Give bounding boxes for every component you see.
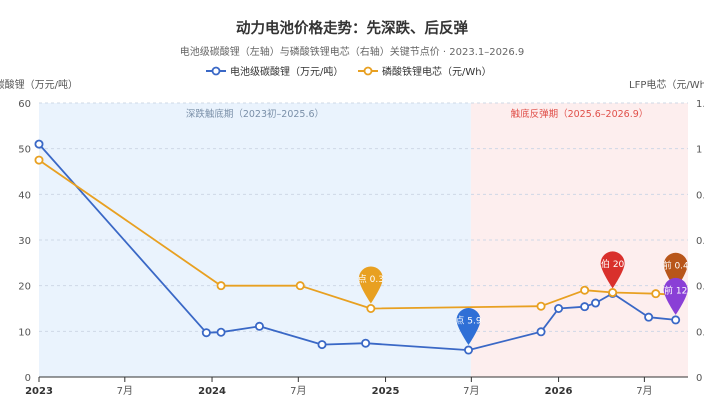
- y-right-tick-2: 0.4: [696, 282, 704, 293]
- series-1-point-6: [608, 288, 618, 298]
- legend-item-0[interactable]: 电池级碳酸锂（万元/吨）: [206, 65, 343, 78]
- series-1-point-2: [295, 281, 305, 291]
- y-right-tick-1: 0.2: [696, 327, 704, 338]
- series-0-point-8: [554, 303, 564, 313]
- y-left-tick-1: 10: [18, 327, 31, 338]
- y-left-tick-4: 40: [18, 190, 31, 201]
- marker-shape-4: [663, 277, 688, 315]
- chart-subtitle: 电池级碳酸锂（左轴）与磷酸铁锂电芯（右轴）关键节点价 · 2023.1–2026…: [180, 45, 525, 58]
- region-labels: 深跌触底期（2023初–2025.6） 触底反弹期（2025.6–2026.9）: [186, 108, 648, 120]
- series-0-point-7: [536, 327, 546, 337]
- y-left-tick-0: 0: [25, 373, 31, 384]
- marker-label-4: 前 12: [664, 284, 687, 296]
- series-0-point-4: [317, 340, 327, 350]
- x-tick-0: 2023: [25, 386, 53, 397]
- y-right-axis-title: LFP电芯（元/Wh）: [629, 78, 704, 91]
- region-label-0: 深跌触底期（2023初–2025.6）: [186, 108, 324, 120]
- marker-pin-2: 伯 20: [600, 251, 625, 289]
- legend-label-1: 磷酸铁锂电芯（元/Wh）: [382, 65, 492, 78]
- series-1-point-0: [34, 155, 44, 165]
- x-tick-7: 7月: [636, 385, 652, 397]
- legend-label-0: 电池级碳酸锂（万元/吨）: [230, 65, 343, 78]
- y-left-axis-title: 碳酸锂（万元/吨）: [0, 78, 78, 91]
- x-tick-6: 2026: [545, 386, 573, 397]
- y-right-tick-6: 1.2: [696, 99, 704, 110]
- marker-shape-2: [600, 251, 625, 289]
- series-0-point-13: [671, 315, 681, 325]
- y-left-tick-3: 30: [18, 236, 31, 247]
- y-left-tick-5: 50: [18, 145, 31, 156]
- annotation-markers: 点 0.3 点 5.9 伯 20 前 0.4 前 12: [358, 251, 689, 346]
- axes: 0 10 20 30 40 50 60 0 0.2 0.4 0.6 0.8 1 1.2 2023 7月 2024…: [18, 99, 704, 397]
- legend-dot-1: [363, 66, 373, 76]
- marker-pin-1: 点 5.9: [455, 308, 482, 346]
- region-label-1: 触底反弹期（2025.6–2026.9）: [511, 108, 649, 120]
- marker-pin-4: 前 12: [663, 277, 688, 315]
- marker-shape-1: [456, 308, 481, 346]
- series-1-point-3: [366, 303, 376, 313]
- y-right-tick-0: 0: [696, 373, 702, 384]
- series-0-point-1: [201, 328, 211, 338]
- x-tick-1: 7月: [117, 385, 133, 397]
- marker-pin-3: 前 0.4: [663, 252, 689, 290]
- series-0-point-12: [644, 312, 654, 322]
- series-0-point-5: [361, 338, 371, 348]
- series-0-point-9: [580, 302, 590, 312]
- series-0-point-10: [591, 298, 601, 308]
- x-tick-2: 2024: [198, 386, 226, 397]
- series-0-point-2: [216, 327, 226, 337]
- series-0-point-0: [34, 139, 44, 149]
- x-tick-5: 7月: [463, 385, 479, 397]
- marker-label-1: 点 5.9: [455, 316, 481, 327]
- grid-lines: [39, 102, 688, 332]
- y-left-tick-2: 20: [18, 282, 31, 293]
- y-right-tick-5: 1: [696, 145, 702, 156]
- series-0-point-3: [254, 321, 264, 331]
- x-tick-3: 7月: [290, 385, 306, 397]
- legend[interactable]: 电池级碳酸锂（万元/吨） 磷酸铁锂电芯（元/Wh）: [206, 65, 492, 78]
- series-0-point-6: [464, 345, 474, 355]
- series-1-point-7: [651, 289, 661, 299]
- marker-label-0: 点 0.3: [358, 274, 384, 285]
- y-right-tick-4: 0.8: [696, 190, 704, 201]
- marker-shape-3: [663, 252, 688, 290]
- marker-label-2: 伯 20: [601, 258, 625, 270]
- marker-pin-0: 点 0.3: [358, 266, 384, 304]
- series-1-point-4: [536, 301, 546, 311]
- legend-dot-0: [211, 66, 221, 76]
- series-lines: [34, 139, 681, 355]
- series-1-point-1: [216, 281, 226, 291]
- marker-label-3: 前 0.4: [663, 259, 689, 271]
- marker-shape-0: [358, 266, 383, 304]
- region-band-0: [39, 103, 471, 377]
- y-right-tick-3: 0.6: [696, 236, 704, 247]
- y-left-tick-6: 60: [18, 99, 31, 110]
- x-tick-4: 2025: [372, 386, 400, 397]
- series-1-point-5: [580, 285, 590, 295]
- chart-title: 动力电池价格走势：先深跌、后反弹: [236, 19, 468, 37]
- legend-item-1[interactable]: 磷酸铁锂电芯（元/Wh）: [358, 65, 492, 78]
